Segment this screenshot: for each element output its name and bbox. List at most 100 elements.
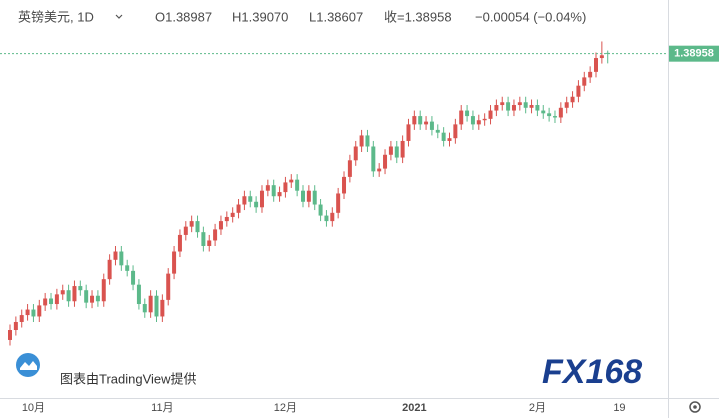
- candle-body: [31, 309, 36, 317]
- candle-body: [324, 215, 329, 222]
- candle-body: [394, 146, 399, 158]
- candle-body: [78, 286, 83, 291]
- candle-body: [529, 105, 534, 108]
- candle-body: [318, 204, 323, 216]
- candle-body: [277, 192, 282, 197]
- candle-body: [72, 286, 77, 302]
- candle-body: [148, 295, 153, 313]
- candle-body: [101, 279, 106, 302]
- candle-body: [306, 190, 311, 202]
- candle-body: [107, 259, 112, 280]
- candle-body: [558, 107, 563, 118]
- candle-body: [13, 321, 18, 331]
- candle-body: [177, 234, 182, 252]
- candle-body: [582, 77, 587, 86]
- settings-gear[interactable]: [689, 401, 701, 413]
- candle-body: [330, 212, 335, 222]
- candle-body: [336, 193, 341, 213]
- candle-body: [84, 290, 89, 303]
- candle-body: [412, 116, 417, 125]
- ohlc-low: L1.38607: [309, 9, 363, 24]
- x-tick-label: 12月: [274, 402, 297, 414]
- candle-body: [511, 105, 516, 111]
- candle-body: [136, 284, 141, 305]
- candle-body: [353, 146, 358, 161]
- ohlc-open: O1.38987: [155, 9, 212, 24]
- candle-body: [248, 196, 253, 202]
- candle-body: [95, 295, 100, 302]
- candle-body: [588, 71, 593, 78]
- candle-body: [230, 212, 235, 217]
- candle-body: [218, 221, 223, 230]
- candle-body: [388, 146, 393, 155]
- candle-body: [365, 135, 370, 147]
- candle-body: [90, 295, 95, 303]
- candle-body: [43, 298, 48, 306]
- credit: 图表由TradingView提供: [60, 371, 197, 386]
- settings-icon[interactable]: [689, 401, 701, 413]
- candle-body: [552, 116, 557, 118]
- candle-body: [465, 110, 470, 117]
- ohlc-high: H1.39070: [232, 9, 288, 24]
- candle-body: [60, 290, 65, 295]
- candle-body: [54, 294, 59, 305]
- candle-body: [154, 295, 159, 317]
- candle-body: [301, 190, 305, 202]
- candle-body: [131, 270, 136, 285]
- ohlc-close: 收=1.38958: [384, 9, 452, 24]
- candle-body: [189, 221, 194, 227]
- candle-body: [517, 102, 522, 106]
- x-tick-label: 11月: [151, 402, 173, 414]
- candle-body: [289, 179, 294, 183]
- ohlc-change: −0.00054 (−0.04%): [475, 9, 586, 24]
- plot-area: [8, 41, 610, 346]
- candle-body: [19, 315, 24, 322]
- candle-body: [271, 185, 276, 197]
- candle-body: [605, 52, 610, 54]
- x-tick-label: 2月: [529, 402, 546, 414]
- candle-body: [195, 221, 200, 233]
- candle-body: [494, 105, 499, 111]
- candle-body: [207, 240, 212, 246]
- candle-body: [183, 226, 188, 235]
- candle-body: [201, 232, 206, 246]
- candle-body: [213, 229, 218, 241]
- candle-body: [283, 182, 288, 193]
- candle-body: [359, 135, 364, 147]
- candle-body: [476, 120, 481, 125]
- candle-body: [119, 251, 124, 266]
- candle-body: [295, 179, 300, 191]
- candle-body: [488, 110, 493, 119]
- candle-body: [406, 124, 411, 141]
- candle-body: [594, 58, 598, 72]
- candle-body: [570, 96, 575, 103]
- candle-body: [265, 185, 270, 191]
- candle-body: [37, 305, 42, 317]
- candle-body: [224, 216, 229, 222]
- candle-body: [482, 118, 487, 121]
- candle-body: [383, 154, 388, 169]
- candle-body: [500, 102, 505, 106]
- candle-body: [142, 304, 147, 313]
- candle-body: [547, 113, 552, 117]
- candle-body: [523, 102, 528, 108]
- candle-body: [347, 160, 352, 177]
- settings-gear-center: [693, 405, 697, 409]
- symbol[interactable]: 英镑美元, 1D: [18, 9, 94, 24]
- candle-body: [25, 309, 30, 316]
- symbol-dropdown[interactable]: [115, 14, 123, 19]
- candle-body: [259, 190, 264, 208]
- candle-body: [125, 265, 130, 271]
- candle-body: [400, 140, 405, 158]
- watermark-logo: FX168: [542, 353, 642, 391]
- candle-body: [506, 102, 511, 111]
- candle-body: [429, 121, 434, 130]
- candle-body: [371, 146, 376, 172]
- candle-body: [424, 121, 429, 125]
- candle-body: [470, 116, 475, 125]
- candle-body: [49, 298, 54, 305]
- candle-body: [453, 124, 458, 139]
- candle-body: [66, 290, 71, 302]
- candle-body: [441, 132, 446, 141]
